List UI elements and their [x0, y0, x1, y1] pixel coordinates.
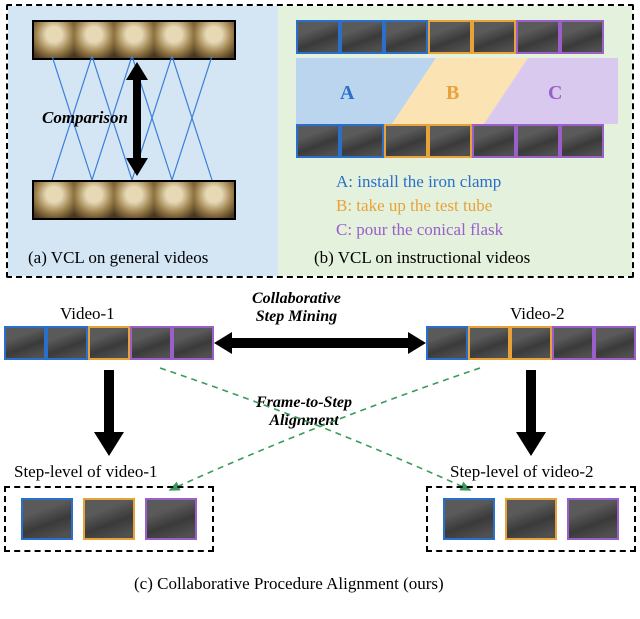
video-frame: [552, 326, 594, 360]
video-frame: [172, 326, 214, 360]
video-frame: [296, 20, 340, 54]
csm-label: Collaborative Step Mining: [252, 290, 341, 327]
top-comparison-box: Comparison A B C A: install the iron cla…: [6, 4, 634, 278]
video-frame: [194, 22, 234, 58]
step-1-label: Step-level of video-1: [14, 462, 158, 482]
video-frame: [472, 20, 516, 54]
video-frame: [46, 326, 88, 360]
step-box-1: [4, 486, 214, 552]
video-2-label: Video-2: [510, 304, 565, 324]
video-frame: [296, 124, 340, 158]
down-arrow-icon: [94, 370, 124, 456]
legend-c: C: pour the conical flask: [336, 220, 503, 240]
down-arrow-icon: [516, 370, 546, 456]
video-frame: [4, 326, 46, 360]
region-label-b: B: [446, 82, 459, 105]
panel-b-top-strip: [296, 20, 604, 54]
panel-b-caption: (b) VCL on instructional videos: [314, 248, 530, 268]
video-frame: [194, 182, 234, 218]
video-frame: [114, 22, 154, 58]
video-frame: [428, 124, 472, 158]
panel-a-top-strip: [32, 20, 236, 60]
video-frame: [340, 124, 384, 158]
video-frame: [34, 22, 74, 58]
step-2-label: Step-level of video-2: [450, 462, 594, 482]
csm-arrow-icon: [214, 332, 426, 354]
step-frame: [443, 498, 495, 540]
csm-label-text: Collaborative Step Mining: [252, 290, 341, 325]
region-label-c: C: [548, 82, 562, 105]
video-frame: [468, 326, 510, 360]
panel-a-bottom-strip: [32, 180, 236, 220]
video-frame: [594, 326, 636, 360]
video-frame: [510, 326, 552, 360]
panel-b-bottom-strip: [296, 124, 604, 158]
video-frame: [88, 326, 130, 360]
video-frame: [130, 326, 172, 360]
video-frame: [154, 22, 194, 58]
video-frame: [426, 326, 468, 360]
video-frame: [560, 20, 604, 54]
step-frame: [21, 498, 73, 540]
video-frame: [384, 20, 428, 54]
video-frame: [74, 182, 114, 218]
step-frame: [505, 498, 557, 540]
fsa-label: Frame-to-Step Alignment: [256, 394, 352, 431]
video-1-strip: [4, 326, 214, 360]
video-frame: [340, 20, 384, 54]
video-frame: [114, 182, 154, 218]
video-1-label: Video-1: [60, 304, 115, 324]
video-frame: [384, 124, 428, 158]
panel-a-caption: (a) VCL on general videos: [28, 248, 208, 268]
video-frame: [428, 20, 472, 54]
video-frame: [34, 182, 74, 218]
step-frame: [83, 498, 135, 540]
legend-a: A: install the iron clamp: [336, 172, 501, 192]
step-frame: [567, 498, 619, 540]
panel-c-caption: (c) Collaborative Procedure Alignment (o…: [134, 574, 444, 594]
video-frame: [560, 124, 604, 158]
video-2-strip: [426, 326, 636, 360]
step-box-2: [426, 486, 636, 552]
region-label-a: A: [340, 82, 354, 105]
panel-c: Video-1 Video-2 Collaborative Step Minin…: [0, 290, 640, 610]
video-frame: [516, 20, 560, 54]
step-frame: [145, 498, 197, 540]
comparison-label: Comparison: [42, 108, 128, 128]
video-frame: [516, 124, 560, 158]
video-frame: [154, 182, 194, 218]
video-frame: [74, 22, 114, 58]
legend-b: B: take up the test tube: [336, 196, 492, 216]
video-frame: [472, 124, 516, 158]
